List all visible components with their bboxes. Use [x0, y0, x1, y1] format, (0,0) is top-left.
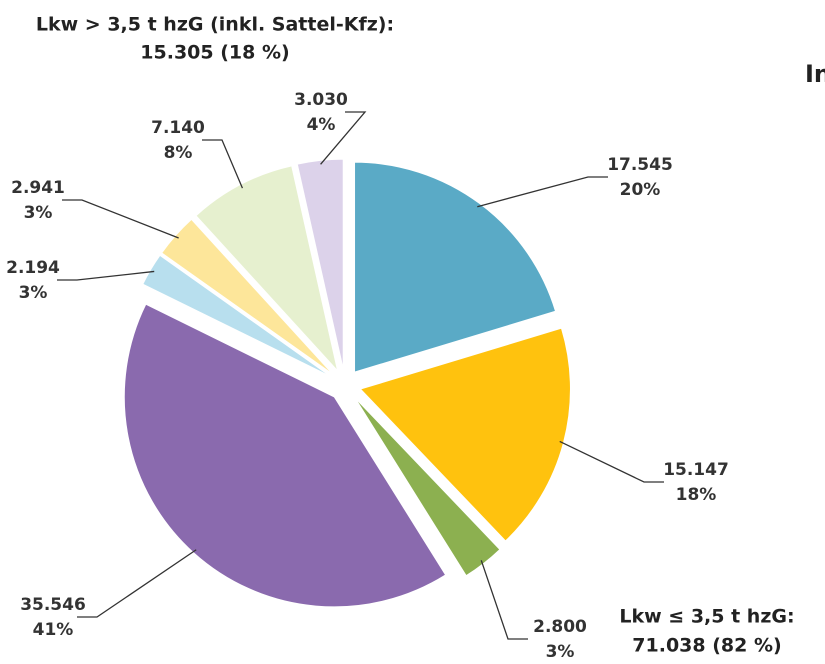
- pie-slice: [160, 218, 334, 375]
- leader-line: [62, 199, 179, 239]
- percent-label: 8%: [164, 143, 193, 163]
- percent-label: 3%: [19, 283, 48, 303]
- group-label: Lkw > 3,5 t hzG (inkl. Sattel-Kfz):: [36, 14, 394, 36]
- value-label: 2.800: [533, 617, 587, 637]
- value-label: 2.194: [6, 258, 60, 278]
- value-label: 17.545: [607, 155, 673, 175]
- percent-label: 41%: [33, 620, 74, 640]
- pie-slice: [354, 161, 557, 373]
- leader-line: [57, 270, 155, 281]
- pie-slice: [123, 303, 447, 608]
- leader-line: [477, 176, 608, 208]
- pie-slice: [296, 158, 344, 370]
- value-label: 3.030: [294, 90, 348, 110]
- percent-label: 20%: [620, 180, 661, 200]
- percent-label: 3%: [546, 642, 575, 662]
- value-label: 2.941: [11, 178, 65, 198]
- value-label: 15.147: [663, 460, 729, 480]
- leader-line: [202, 139, 244, 189]
- cropped-title: In: [805, 60, 825, 88]
- percent-label: 18%: [676, 485, 717, 505]
- value-label: 7.140: [151, 118, 205, 138]
- pie-slice: [354, 397, 501, 577]
- group-total: 71.038 (82 %): [632, 635, 781, 657]
- pie-slice: [142, 254, 332, 378]
- group-total: 15.305 (18 %): [140, 42, 289, 64]
- leader-line: [320, 111, 367, 165]
- leader-line: [77, 549, 197, 618]
- percent-label: 3%: [24, 203, 53, 223]
- pie-slice: [359, 327, 571, 542]
- percent-label: 4%: [307, 115, 336, 135]
- group-label: Lkw ≤ 3,5 t hzG:: [619, 606, 794, 628]
- leader-line: [480, 560, 528, 640]
- value-label: 35.546: [20, 595, 86, 615]
- leader-line: [559, 440, 664, 483]
